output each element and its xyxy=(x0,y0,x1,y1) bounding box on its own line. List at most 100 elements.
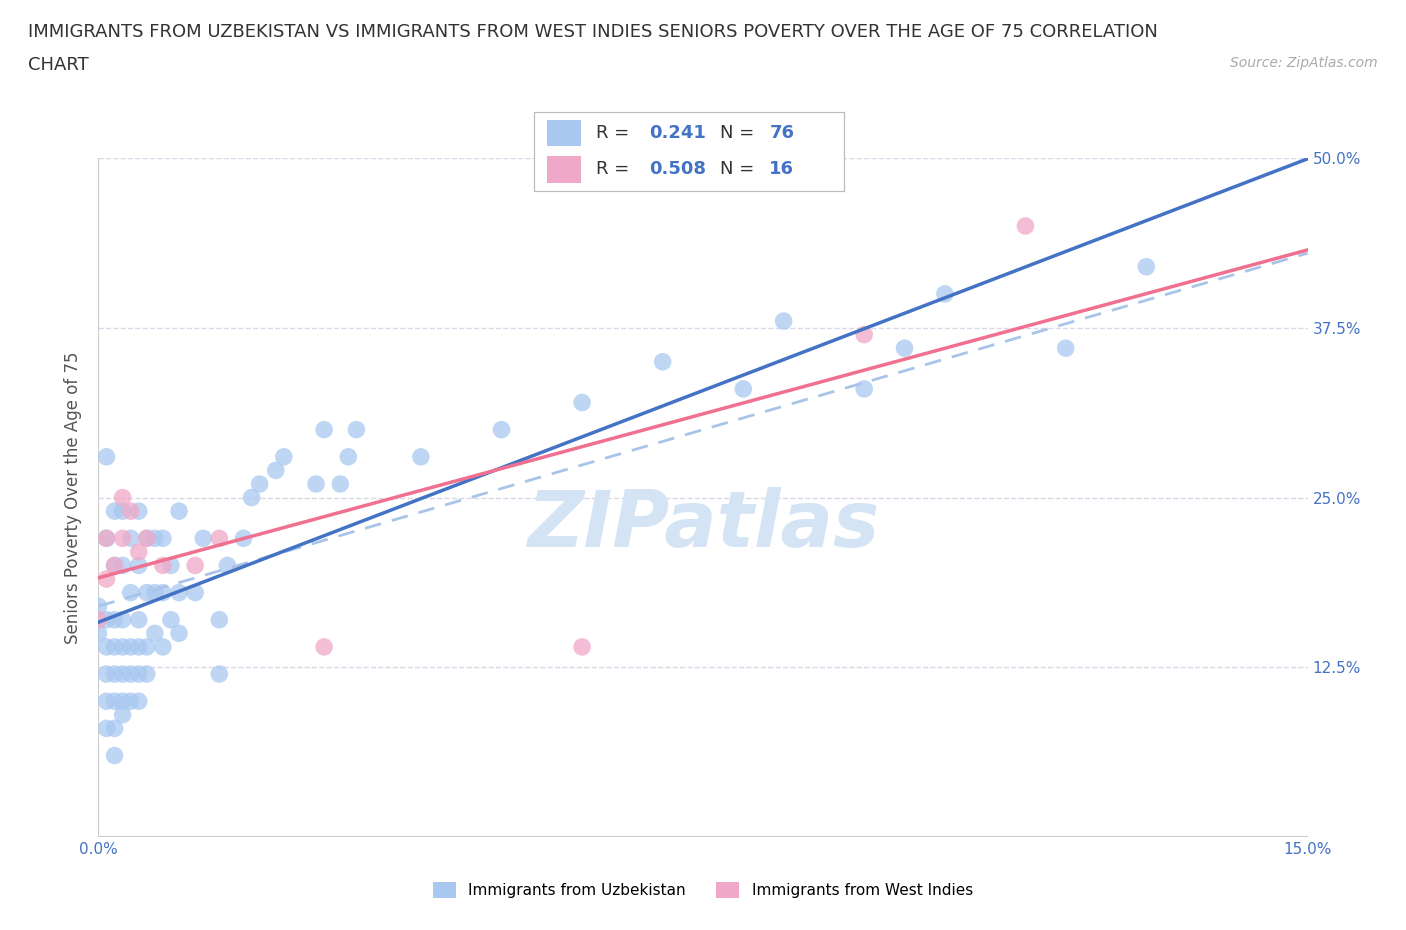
Point xyxy=(96,612,118,627)
Point xyxy=(128,612,150,627)
Point xyxy=(217,558,239,573)
Point xyxy=(87,599,110,614)
Point xyxy=(143,531,166,546)
Point xyxy=(651,354,673,369)
Point xyxy=(111,694,134,709)
Text: R =: R = xyxy=(596,160,636,179)
Point xyxy=(120,694,142,709)
Point xyxy=(135,531,157,546)
Point xyxy=(96,721,118,736)
Point xyxy=(111,490,134,505)
Point xyxy=(934,286,956,301)
Point xyxy=(1014,219,1036,233)
Point xyxy=(337,449,360,464)
Point xyxy=(128,667,150,682)
Point xyxy=(853,381,876,396)
Point xyxy=(893,340,915,355)
Point xyxy=(733,381,755,396)
Point xyxy=(87,626,110,641)
Point xyxy=(111,504,134,519)
Point xyxy=(273,449,295,464)
Point xyxy=(111,612,134,627)
Legend: Immigrants from Uzbekistan, Immigrants from West Indies: Immigrants from Uzbekistan, Immigrants f… xyxy=(427,876,979,904)
FancyBboxPatch shape xyxy=(547,156,581,182)
Point xyxy=(167,585,190,600)
Point xyxy=(853,327,876,342)
Point xyxy=(208,612,231,627)
Text: N =: N = xyxy=(720,124,759,142)
Text: 0.241: 0.241 xyxy=(648,124,706,142)
Point xyxy=(103,694,125,709)
Point xyxy=(103,667,125,682)
Point xyxy=(193,531,215,546)
Point xyxy=(491,422,513,437)
Point xyxy=(1054,340,1077,355)
Text: IMMIGRANTS FROM UZBEKISTAN VS IMMIGRANTS FROM WEST INDIES SENIORS POVERTY OVER T: IMMIGRANTS FROM UZBEKISTAN VS IMMIGRANTS… xyxy=(28,23,1159,41)
Point xyxy=(240,490,263,505)
Point xyxy=(208,531,231,546)
Point xyxy=(103,558,125,573)
Point xyxy=(96,531,118,546)
Point xyxy=(111,708,134,723)
Point xyxy=(111,640,134,655)
Point xyxy=(120,531,142,546)
Text: 16: 16 xyxy=(769,160,794,179)
Point xyxy=(103,558,125,573)
Point xyxy=(344,422,367,437)
Text: ZIPatlas: ZIPatlas xyxy=(527,486,879,563)
Point xyxy=(135,585,157,600)
Point xyxy=(120,585,142,600)
Point xyxy=(314,422,336,437)
Point xyxy=(571,640,593,655)
Point xyxy=(1135,259,1157,274)
Text: Source: ZipAtlas.com: Source: ZipAtlas.com xyxy=(1230,56,1378,70)
Point xyxy=(160,612,183,627)
Point xyxy=(571,395,593,410)
Point xyxy=(103,748,125,763)
Point xyxy=(111,558,134,573)
Text: R =: R = xyxy=(596,124,636,142)
Point xyxy=(128,640,150,655)
Text: CHART: CHART xyxy=(28,56,89,73)
Point xyxy=(128,544,150,559)
Point xyxy=(103,612,125,627)
Point xyxy=(152,558,174,573)
Point xyxy=(135,640,157,655)
Point xyxy=(772,313,794,328)
Point xyxy=(96,572,118,587)
Text: N =: N = xyxy=(720,160,759,179)
Point xyxy=(87,612,110,627)
FancyBboxPatch shape xyxy=(547,120,581,146)
Point xyxy=(96,694,118,709)
Point xyxy=(128,504,150,519)
Point xyxy=(103,721,125,736)
Point xyxy=(249,476,271,491)
Point xyxy=(120,667,142,682)
Y-axis label: Seniors Poverty Over the Age of 75: Seniors Poverty Over the Age of 75 xyxy=(65,352,83,644)
Point xyxy=(103,640,125,655)
Point xyxy=(103,504,125,519)
Point xyxy=(184,585,207,600)
Point xyxy=(152,585,174,600)
Point xyxy=(96,531,118,546)
Point xyxy=(264,463,287,478)
Point xyxy=(314,640,336,655)
Point xyxy=(135,531,157,546)
Point xyxy=(184,558,207,573)
Point xyxy=(305,476,328,491)
Text: 0.508: 0.508 xyxy=(648,160,706,179)
Point xyxy=(167,626,190,641)
Point xyxy=(143,626,166,641)
Point xyxy=(232,531,254,546)
Point xyxy=(128,558,150,573)
Point xyxy=(208,667,231,682)
Point xyxy=(120,504,142,519)
Point xyxy=(152,640,174,655)
Point xyxy=(96,449,118,464)
Point xyxy=(167,504,190,519)
Point xyxy=(143,585,166,600)
Point xyxy=(409,449,432,464)
Point xyxy=(96,640,118,655)
Point xyxy=(329,476,352,491)
Point xyxy=(152,531,174,546)
